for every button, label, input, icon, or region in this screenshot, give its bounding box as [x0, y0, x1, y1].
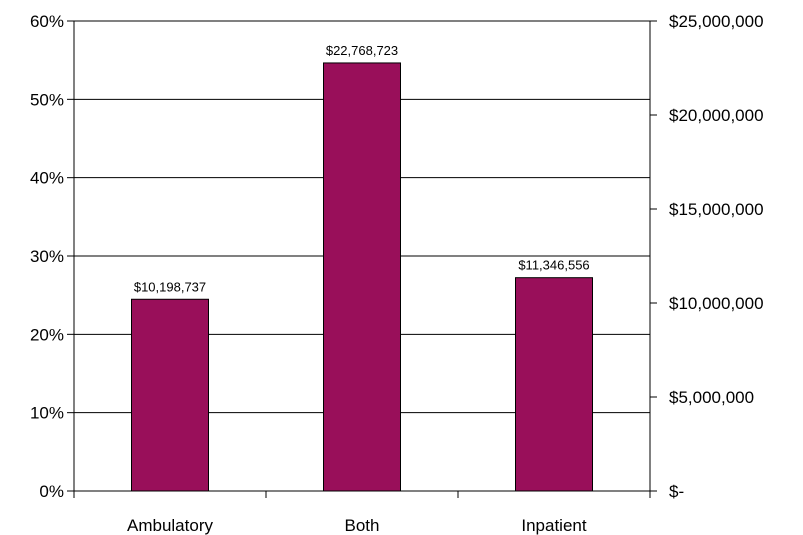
left-axis-tick-label: 40% — [30, 169, 64, 188]
category-label: Inpatient — [521, 516, 586, 535]
data-label: $10,198,737 — [134, 279, 206, 294]
left-axis-tick-label: 50% — [30, 90, 64, 109]
bar-inpatient — [515, 277, 593, 492]
bar-ambulatory — [131, 298, 209, 492]
right-axis-tick-label: $5,000,000 — [669, 388, 754, 407]
bars — [131, 62, 593, 492]
right-axis-tick-label: $15,000,000 — [669, 200, 764, 219]
bar-both — [323, 62, 401, 492]
left-axis-tick-label: 30% — [30, 247, 64, 266]
right-axis-tick-label: $25,000,000 — [669, 12, 764, 31]
category-label: Both — [345, 516, 380, 535]
left-axis-tick-label: 60% — [30, 12, 64, 31]
left-axis-tick-label: 0% — [39, 482, 64, 501]
axes — [67, 20, 657, 498]
data-label: $22,768,723 — [326, 43, 398, 58]
data-label: $11,346,556 — [518, 258, 589, 273]
right-axis-tick-label: $10,000,000 — [669, 294, 764, 313]
right-axis-tick-label: $20,000,000 — [669, 106, 764, 125]
left-axis-tick-label: 10% — [30, 404, 64, 423]
left-axis-tick-label: 20% — [30, 325, 64, 344]
right-axis-tick-label: $- — [669, 482, 684, 501]
labels: 0% 10% 20% 30% 40% 50% 60% $10,198,737 Ambulator… — [30, 12, 764, 535]
category-label: Ambulatory — [127, 516, 213, 535]
